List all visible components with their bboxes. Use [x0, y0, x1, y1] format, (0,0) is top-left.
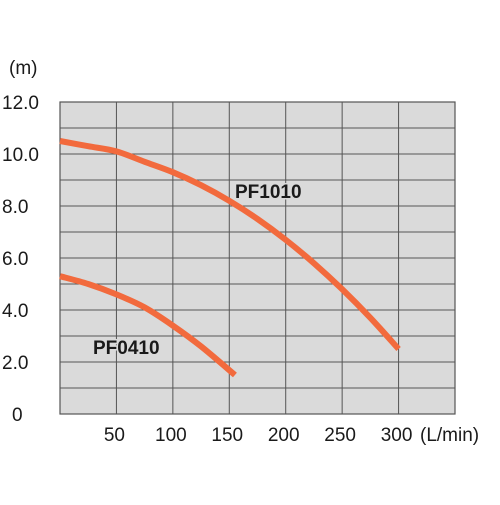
- y-tick-label: 6.0: [2, 249, 28, 270]
- grid-lines: [60, 102, 455, 414]
- y-tick-label: 12.0: [2, 93, 39, 114]
- series-label-pf0410: PF0410: [93, 338, 160, 359]
- x-tick-label: 300: [381, 425, 413, 446]
- series-label-pf1010: PF1010: [235, 182, 302, 203]
- axis-labels: 50 100 150 200 250 300 0 2.0 4.0 6.0 8.0 10.0 12.0: [2, 93, 412, 446]
- y-tick-label: 4.0: [2, 301, 28, 322]
- series-line-pf1010: [59, 138, 401, 352]
- x-tick-label: 200: [268, 425, 300, 446]
- y-tick-label: 0: [12, 405, 23, 426]
- series-lines: [59, 138, 401, 378]
- y-tick-label: 2.0: [2, 353, 28, 374]
- x-tick-label: 50: [104, 425, 125, 446]
- series-line-pf0410: [59, 273, 237, 378]
- y-axis-unit-label: (m): [9, 58, 37, 79]
- x-tick-label: 150: [211, 425, 243, 446]
- x-tick-label: 100: [155, 425, 187, 446]
- y-tick-label: 10.0: [2, 145, 39, 166]
- y-tick-label: 8.0: [2, 197, 28, 218]
- x-axis-unit-label: (L/min): [420, 425, 479, 446]
- x-tick-label: 250: [324, 425, 356, 446]
